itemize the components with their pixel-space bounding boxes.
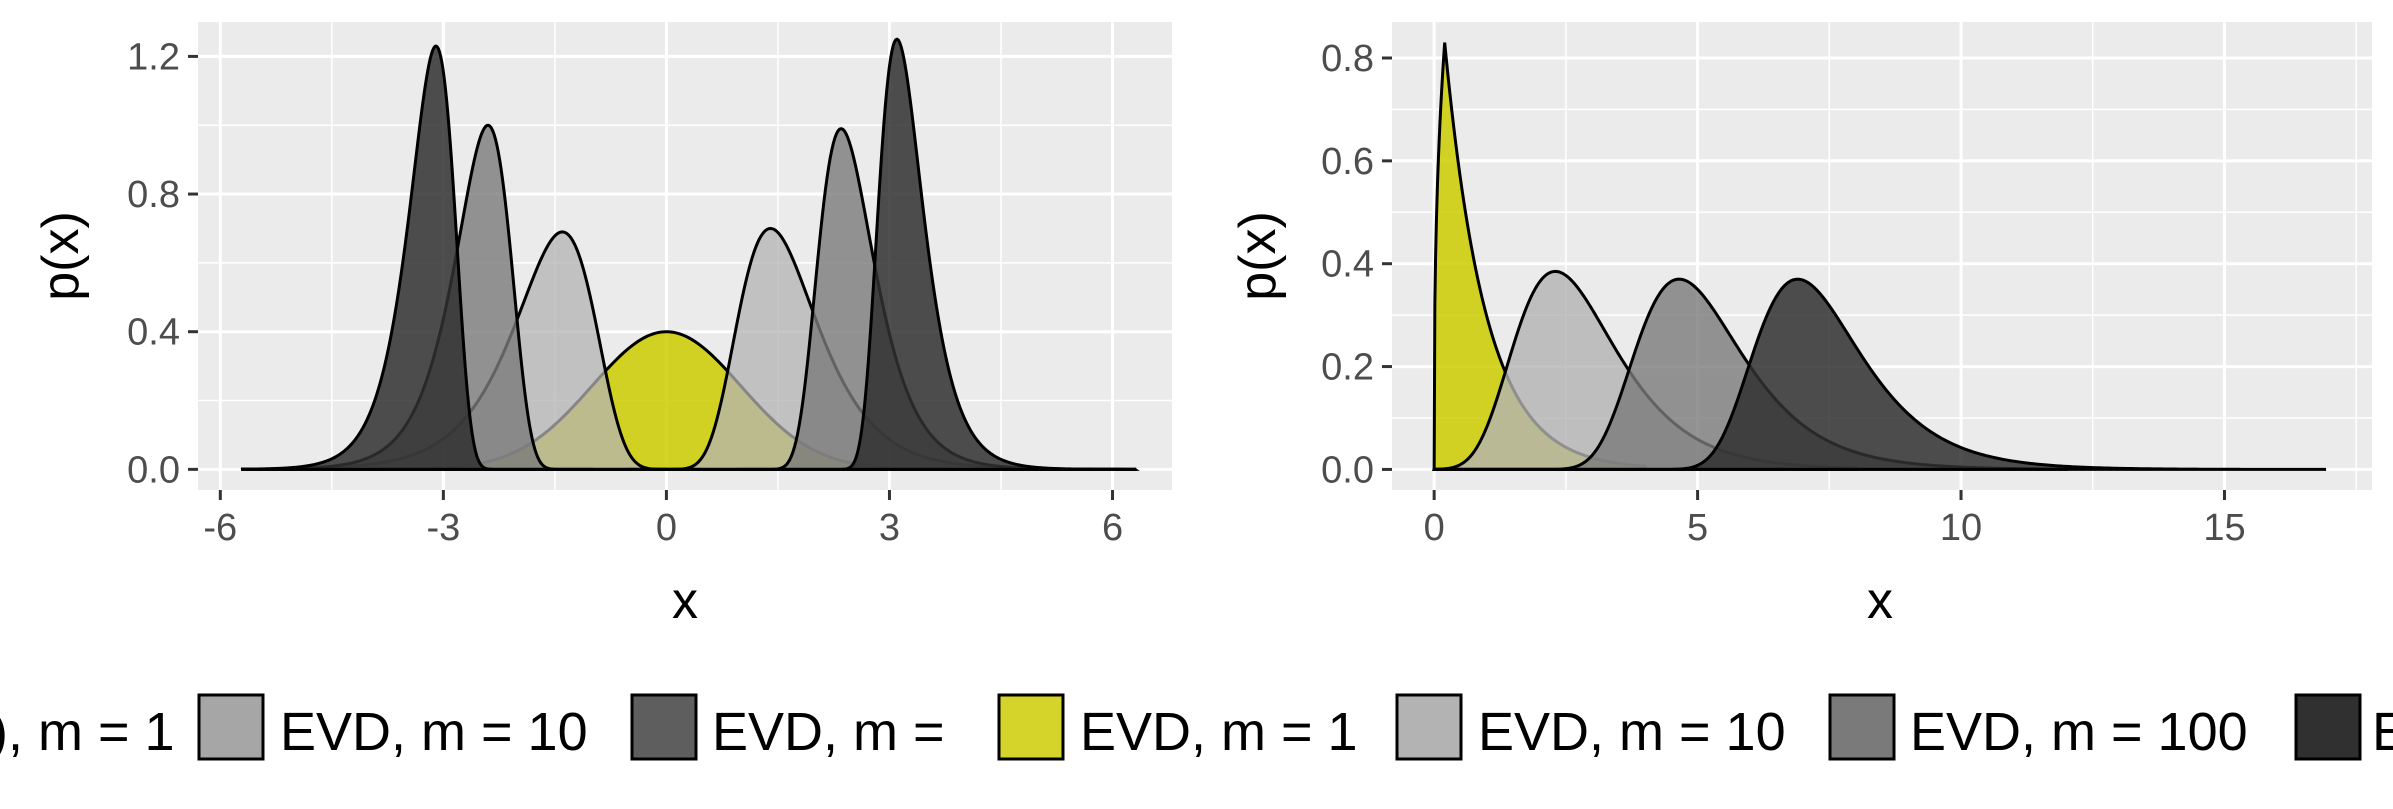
- x-tick-label: 15: [2203, 507, 2245, 549]
- y-tick-label: 0.8: [127, 174, 180, 216]
- legend-label-5: EVD, m = 100: [1910, 702, 2248, 762]
- y-tick-label: 0.2: [1321, 347, 1374, 389]
- y-tick-label: 0.0: [1321, 449, 1374, 491]
- right-density-series-3: [1432, 277, 2327, 471]
- legend-swatch-6: [2294, 693, 2362, 761]
- y-tick-label: 0.0: [127, 449, 180, 491]
- left-x-axis-title: x: [672, 572, 698, 630]
- legend-swatch-5: [1828, 693, 1896, 761]
- x-tick-label: -6: [203, 507, 237, 549]
- x-tick-label: 10: [1940, 507, 1982, 549]
- x-tick-label: 0: [1424, 507, 1445, 549]
- x-tick-label: 5: [1687, 507, 1708, 549]
- right-panel-series: [1432, 42, 2327, 471]
- right-x-axis-title: x: [1867, 572, 1893, 630]
- left-panel-axes: -6 -3 0 3 6 0.0 0.4 0.8 1.2: [127, 36, 1123, 549]
- x-tick-label: 3: [879, 507, 900, 549]
- y-tick-label: 1.2: [127, 36, 180, 78]
- x-tick-label: 0: [656, 507, 677, 549]
- legend-label-1: EVD, m = 10: [280, 702, 588, 762]
- legend-label-3: EVD, m = 1: [1080, 702, 1358, 762]
- legend-label-6: E: [2372, 702, 2393, 762]
- legend: ), m = 1 EVD, m = 10 EVD, m = EVD, m = 1…: [0, 693, 2393, 762]
- y-tick-label: 0.4: [1321, 244, 1374, 286]
- y-tick-label: 0.8: [1321, 38, 1374, 80]
- y-tick-label: 0.6: [1321, 141, 1374, 183]
- x-tick-label: 6: [1102, 507, 1123, 549]
- legend-swatch-3: [997, 693, 1065, 761]
- legend-swatch-1: [197, 693, 265, 761]
- left-density-series-5: [241, 44, 595, 471]
- right-y-axis-title: p(x): [1229, 211, 1287, 301]
- right-density-panel: 0 5 10 15 0.0 0.2 0.4 0.6 0.8 x p(x): [1229, 22, 2372, 630]
- left-y-axis-title: p(x): [32, 211, 90, 301]
- legend-swatch-2: [630, 693, 698, 761]
- left-panel-series: [240, 37, 1137, 471]
- x-tick-label: -3: [426, 507, 460, 549]
- legend-swatch-4: [1395, 693, 1463, 761]
- legend-label-0: ), m = 1: [0, 702, 175, 762]
- left-density-panel: -6 -3 0 3 6 0.0 0.4 0.8 1.2 x p(x): [32, 22, 1172, 630]
- legend-label-4: EVD, m = 10: [1478, 702, 1786, 762]
- y-tick-label: 0.4: [127, 312, 180, 354]
- right-panel-axes: 0 5 10 15 0.0 0.2 0.4 0.6 0.8: [1321, 38, 2245, 549]
- left-density-series-6: [737, 37, 1137, 471]
- legend-label-2: EVD, m =: [712, 702, 945, 762]
